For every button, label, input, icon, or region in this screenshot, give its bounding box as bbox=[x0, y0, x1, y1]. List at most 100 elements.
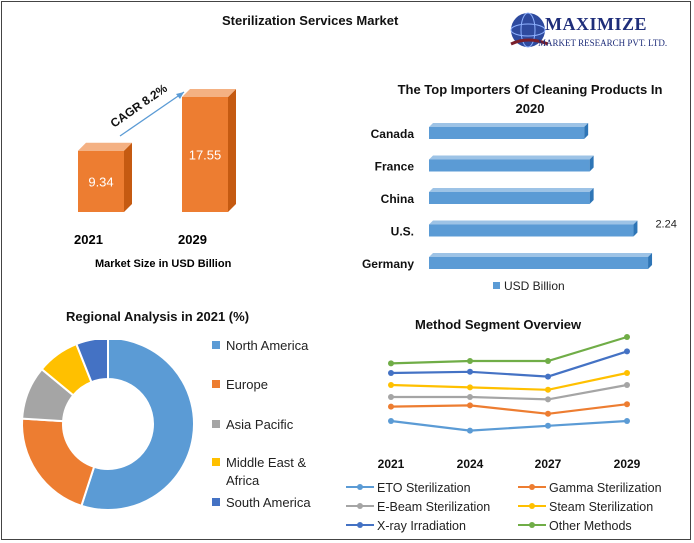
legend-label: North America bbox=[226, 338, 309, 353]
line-steam-sterilization bbox=[390, 371, 628, 391]
market-size-xlabel: Market Size in USD Billion bbox=[95, 258, 232, 270]
legend-label: Asia Pacific bbox=[226, 417, 294, 432]
point-eto-sterilization-2027 bbox=[545, 422, 551, 429]
bar-China bbox=[429, 192, 590, 204]
point-other-methods-2029 bbox=[624, 334, 630, 340]
point-gamma-sterilization-2027 bbox=[545, 410, 551, 417]
legend-item-north-america: North America bbox=[212, 337, 331, 355]
legend-item-eto-sterilization: ETO Sterilization bbox=[346, 481, 471, 495]
legend-label: Steam Sterilization bbox=[549, 500, 654, 514]
legend-swatch bbox=[518, 484, 546, 490]
point-eto-sterilization-2021 bbox=[388, 418, 394, 424]
tick-label-2029: 2029 bbox=[614, 457, 641, 471]
method-title: Method Segment Overview bbox=[415, 317, 582, 332]
legend-swatch bbox=[212, 498, 220, 506]
legend-label: Gamma Sterilization bbox=[549, 481, 662, 495]
bar-top-U.S. bbox=[429, 220, 638, 225]
point-x-ray-irradiation-2021 bbox=[388, 370, 394, 376]
point-steam-sterilization-2024 bbox=[467, 384, 473, 391]
cagr-arrowhead bbox=[176, 92, 184, 99]
main-title: Sterilization Services Market bbox=[222, 13, 399, 28]
bar-2021 bbox=[78, 150, 124, 212]
legend-marker bbox=[357, 503, 363, 509]
legend-label: Middle East & Africa bbox=[226, 455, 307, 488]
importers-chart: Canada France China U.S. 2.24 Germany USD Bill… bbox=[362, 123, 677, 293]
legend-item-steam-sterilization: Steam Sterilization bbox=[518, 500, 653, 514]
legend-item-south-america: South America bbox=[212, 494, 331, 512]
logo-name: MAXIMIZE bbox=[545, 14, 647, 34]
legend-label: Other Methods bbox=[549, 519, 632, 533]
legend-swatch bbox=[212, 380, 220, 388]
legend-label: E-Beam Sterilization bbox=[377, 500, 491, 514]
point-other-methods-2021 bbox=[388, 360, 394, 367]
legend-item-other-methods: Other Methods bbox=[518, 519, 632, 533]
legend-marker bbox=[529, 484, 535, 490]
regional-donut-chart bbox=[21, 340, 195, 511]
point-eto-sterilization-2024 bbox=[467, 427, 473, 434]
point-e-beam-sterilization-2027 bbox=[545, 396, 551, 403]
legend-swatch bbox=[212, 458, 220, 466]
bar-top-Germany bbox=[429, 253, 653, 257]
legend-item-asia-pacific: Asia Pacific bbox=[212, 416, 331, 434]
slice-europe bbox=[21, 417, 96, 508]
point-x-ray-irradiation-2029 bbox=[624, 348, 630, 355]
bar-top-Canada bbox=[429, 123, 589, 127]
bar-top-France bbox=[429, 155, 594, 160]
legend-label: South America bbox=[226, 495, 311, 510]
legend-marker bbox=[357, 484, 363, 490]
legend-marker bbox=[529, 522, 535, 528]
bar-Canada bbox=[429, 127, 585, 139]
bar-side-France bbox=[589, 155, 594, 172]
importers-title: The Top Importers Of Cleaning Products I… bbox=[397, 82, 663, 116]
legend-label: ETO Sterilization bbox=[377, 481, 471, 495]
value-label-2021: 9.34 bbox=[88, 174, 113, 189]
tick-label-2021: 2021 bbox=[74, 232, 103, 247]
point-x-ray-irradiation-2027 bbox=[545, 373, 551, 380]
legend-label: X-ray Irradiation bbox=[377, 519, 466, 533]
point-other-methods-2027 bbox=[545, 358, 551, 364]
legend-item-gamma-sterilization: Gamma Sterilization bbox=[518, 481, 662, 495]
point-gamma-sterilization-2021 bbox=[388, 403, 394, 410]
regional-title: Regional Analysis in 2021 (%) bbox=[66, 309, 250, 324]
point-gamma-sterilization-2029 bbox=[624, 401, 630, 408]
legend-swatch bbox=[518, 503, 546, 509]
bar-2029 bbox=[182, 97, 228, 212]
point-eto-sterilization-2029 bbox=[624, 418, 630, 424]
bar-U.S. bbox=[429, 224, 634, 237]
legend-marker bbox=[529, 503, 535, 509]
bar-top-2021 bbox=[78, 142, 132, 151]
category-label-Canada: Canada bbox=[371, 127, 415, 141]
legend-swatch bbox=[518, 522, 546, 528]
bar-side-Germany bbox=[648, 253, 653, 269]
point-e-beam-sterilization-2024 bbox=[467, 394, 473, 400]
legend-swatch-usd bbox=[493, 282, 500, 289]
legend-item-x-ray-irradiation: X-ray Irradiation bbox=[346, 519, 466, 533]
bar-side-Canada bbox=[584, 123, 589, 139]
line-x-ray-irradiation bbox=[390, 350, 628, 378]
point-e-beam-sterilization-2021 bbox=[388, 394, 394, 400]
point-steam-sterilization-2029 bbox=[624, 370, 630, 376]
bar-side-2021 bbox=[124, 142, 132, 212]
legend-label: Europe bbox=[226, 377, 268, 392]
category-label-Germany: Germany bbox=[362, 257, 414, 271]
legend-swatch bbox=[212, 420, 220, 428]
tick-label-2021: 2021 bbox=[378, 457, 405, 471]
tick-label-2029: 2029 bbox=[178, 232, 207, 247]
bar-top-China bbox=[429, 188, 594, 192]
globe-icon bbox=[510, 12, 548, 48]
value-label-2029: 17.55 bbox=[189, 148, 222, 163]
cagr-arrow bbox=[119, 91, 185, 137]
category-label-U.S.: U.S. bbox=[391, 225, 414, 239]
bar-France bbox=[429, 159, 590, 172]
point-other-methods-2024 bbox=[467, 358, 473, 364]
point-steam-sterilization-2021 bbox=[388, 382, 394, 388]
bar-top-2029 bbox=[182, 89, 236, 97]
method-line-chart: 2021 2024 2027 2029 bbox=[378, 334, 641, 471]
category-label-China: China bbox=[381, 192, 415, 206]
bar-Germany bbox=[429, 257, 649, 269]
tick-label-2027: 2027 bbox=[535, 457, 562, 471]
legend-item-e-beam-sterilization: E-Beam Sterilization bbox=[346, 500, 490, 514]
line-eto-sterilization bbox=[390, 419, 628, 432]
category-label-France: France bbox=[375, 160, 415, 174]
